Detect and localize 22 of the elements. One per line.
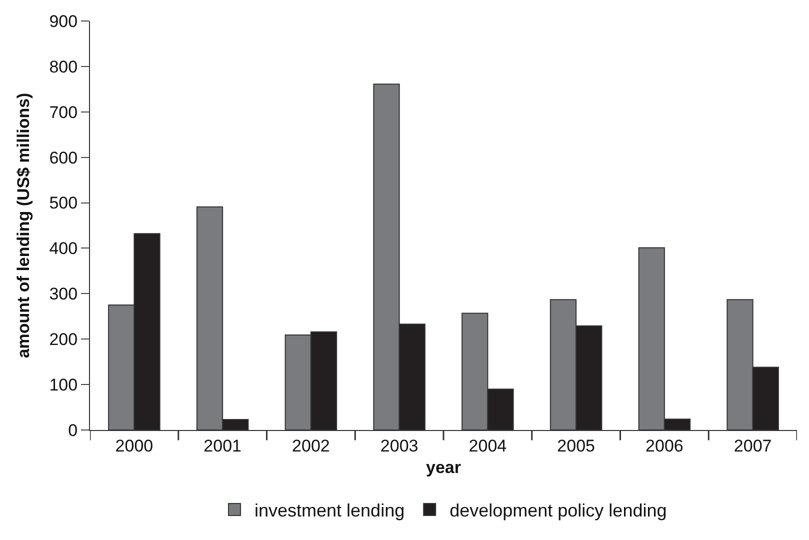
- y-tick-label: 600: [49, 148, 78, 168]
- x-tick-label: 2000: [115, 436, 154, 456]
- y-tick-label: 300: [49, 284, 78, 304]
- x-tick-label: 2002: [292, 436, 330, 456]
- legend-label: investment lending: [254, 500, 405, 521]
- x-tick-label: 2003: [380, 436, 418, 456]
- y-tick-label: 400: [49, 239, 78, 258]
- x-axis-title: year: [426, 458, 462, 477]
- y-tick-label: 100: [49, 376, 78, 395]
- y-tick-label: 900: [49, 12, 78, 31]
- x-tick-label: 2007: [734, 436, 772, 456]
- x-tick-label: 2001: [204, 436, 242, 456]
- y-tick-label: 700: [49, 102, 78, 122]
- x-tick-label: 2004: [468, 436, 507, 456]
- x-tick-label: 2005: [557, 436, 595, 456]
- x-tick-label: 2006: [646, 436, 684, 456]
- y-axis-title: amount of lending (US$ millions): [14, 92, 33, 358]
- y-tick-label: 800: [49, 57, 78, 76]
- y-tick-label: 200: [49, 330, 78, 350]
- y-tick-label: 0: [68, 420, 78, 440]
- legend-label: development policy lending: [450, 500, 667, 521]
- y-tick-label: 500: [49, 194, 78, 213]
